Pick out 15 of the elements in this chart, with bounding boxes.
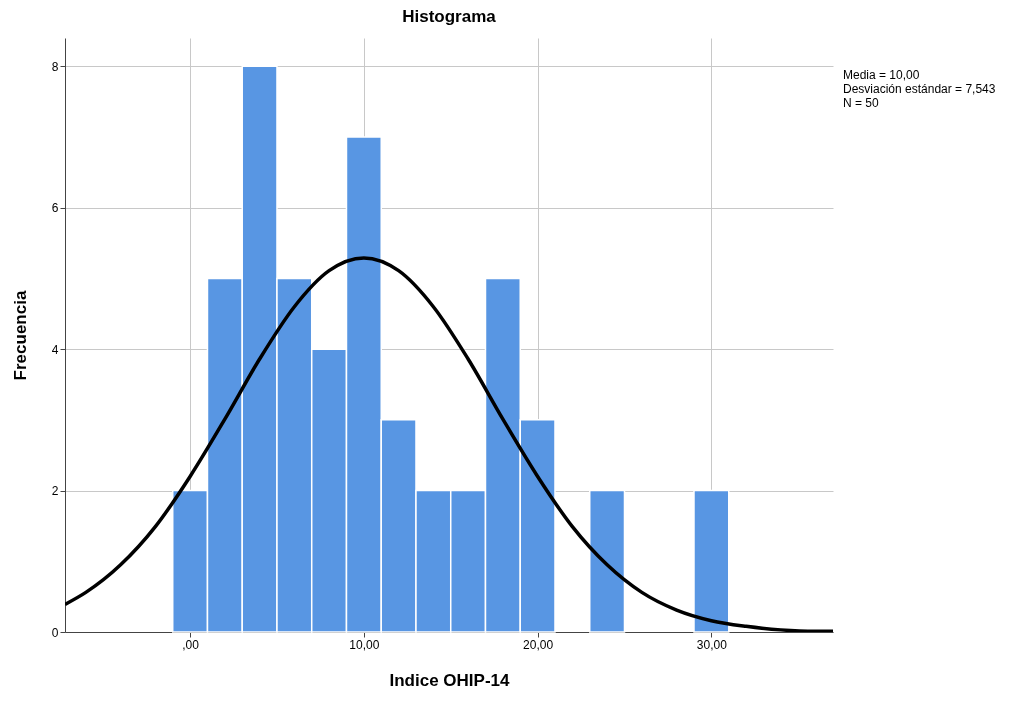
x-axis-title: Indice OHIP-14: [389, 670, 511, 690]
y-tick-label: 0: [51, 625, 59, 640]
y-tick-label: 4: [51, 342, 59, 357]
text: Media = 10,00: [843, 68, 921, 82]
chart-title: Histograma: [402, 7, 497, 26]
y-tick-label: 2: [51, 484, 59, 499]
y-tick-label: 8: [51, 59, 59, 74]
x-tick-label: 10,00: [349, 637, 380, 652]
text: Desviación estándar = 7,543: [843, 82, 996, 96]
x-tick-label: 30,00: [696, 637, 728, 652]
y-tick-label: 6: [51, 201, 59, 216]
x-tick-label: ,00: [182, 637, 200, 652]
y-axis-title: Frecuencia: [10, 290, 30, 381]
text: N = 50: [843, 96, 880, 110]
x-tick-label: 20,00: [523, 637, 554, 652]
